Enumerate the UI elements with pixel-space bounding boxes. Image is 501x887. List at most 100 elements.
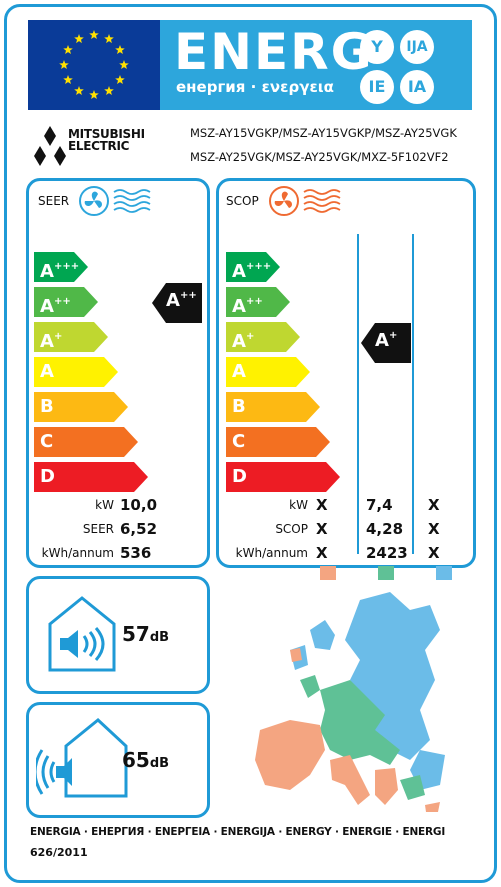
model-numbers-line1: MSZ-AY15VGKP/MSZ-AY15VGKP/MSZ-AY25VGK: [190, 126, 457, 140]
heating-row-value: X: [428, 496, 440, 514]
heating-rating-letter: A: [375, 330, 389, 351]
heating-row-label: SCOP: [275, 522, 308, 536]
lang-circle-ija: IJA: [400, 30, 434, 64]
cooling-class-arrow: A+: [34, 322, 108, 352]
heating-rating-label: A+: [375, 330, 397, 351]
cooling-row-value: 6,52: [120, 520, 158, 538]
heating-class-label: A+++: [232, 255, 271, 284]
energ-word: ENERG: [174, 23, 374, 81]
climate-zone-swatch: [436, 566, 452, 580]
cooling-class-letter: A: [40, 331, 54, 352]
footer-languages: ENERGIA · ЕНЕРГИЯ · ΕΝΕΡΓΕΙΑ · ENERGIJA …: [30, 826, 446, 838]
heating-row-value: X: [316, 496, 328, 514]
cooling-title: SEER: [38, 194, 70, 208]
heating-row-value: 7,4: [366, 496, 393, 514]
heating-class-letter: A: [232, 331, 246, 352]
heating-class-label: A++: [232, 290, 263, 319]
heating-rating-arrow: A+: [361, 323, 411, 363]
outdoor-speaker-icon: [36, 718, 128, 798]
heating-class-arrow: C: [226, 427, 330, 457]
cooling-class-arrow: A++: [34, 287, 98, 317]
outdoor-noise-unit: dB: [149, 756, 170, 771]
lang-circle-y: Y: [360, 30, 394, 64]
indoor-noise-number: 57: [122, 622, 150, 646]
cooling-row-label: kW: [95, 498, 114, 512]
climate-zone-swatch: [320, 566, 336, 580]
heating-class-letter: A: [232, 361, 246, 382]
eu-flag: [28, 20, 160, 110]
heating-row-value: X: [428, 544, 440, 562]
cooling-class-plus: +: [53, 331, 63, 342]
indoor-noise-value: 57dB: [122, 622, 169, 646]
cooling-class-letter: C: [40, 431, 54, 452]
cooling-class-letter: A: [40, 261, 54, 282]
heating-class-letter: B: [232, 396, 246, 417]
heating-class-label: A: [232, 360, 246, 384]
brand-name: MITSUBISHI ELECTRIC: [68, 128, 145, 152]
energy-banner: ENERG енергия · ενεργεια Y IJA IE IA: [160, 20, 472, 110]
heating-class-label: B: [232, 395, 246, 419]
cooling-rating-arrow: A++: [152, 283, 202, 323]
cooling-class-letter: A: [40, 361, 54, 382]
cooling-rating-label: A++: [166, 290, 197, 311]
heating-class-letter: A: [232, 261, 246, 282]
cooling-class-label: A+: [40, 325, 62, 354]
heating-rating-plus: +: [388, 330, 398, 341]
cooling-row-value: 536: [120, 544, 152, 562]
cooling-class-plus: +++: [53, 261, 80, 272]
heating-panel: [216, 178, 476, 568]
heating-class-label: A+: [232, 325, 254, 354]
label-frame: [4, 4, 497, 883]
heating-class-arrow: D: [226, 462, 340, 492]
indoor-noise-unit: dB: [149, 630, 170, 645]
outdoor-noise-panel: [26, 702, 210, 818]
cooling-row-value: 10,0: [120, 496, 158, 514]
heating-title: SCOP: [226, 194, 259, 208]
cooling-class-label: D: [40, 465, 55, 489]
lang-circle-ia: IA: [400, 70, 434, 104]
heating-class-label: D: [232, 465, 247, 489]
cooling-class-label: A+++: [40, 255, 79, 284]
climate-divider-2: [412, 234, 414, 554]
brand-name-line1: MITSUBISHI: [68, 127, 145, 141]
cooling-row-label: kWh/annum: [41, 546, 114, 560]
fan-heat-icon: [269, 186, 341, 216]
heating-class-arrow: A++: [226, 287, 290, 317]
indoor-noise-panel: [26, 576, 210, 694]
climate-zone-swatch: [378, 566, 394, 580]
heating-class-letter: D: [232, 466, 247, 487]
cooling-class-letter: D: [40, 466, 55, 487]
regulation-number: 626/2011: [30, 846, 88, 859]
heating-class-arrow: A: [226, 357, 310, 387]
cooling-class-label: A: [40, 360, 54, 384]
heating-class-arrow: B: [226, 392, 320, 422]
cooling-class-letter: A: [40, 296, 54, 317]
outdoor-noise-value: 65dB: [122, 748, 169, 772]
heating-class-plus: +++: [245, 261, 272, 272]
cooling-rating-letter: A: [166, 290, 180, 311]
cooling-class-arrow: A: [34, 357, 118, 387]
cooling-class-arrow: D: [34, 462, 148, 492]
heating-row-label: kWh/annum: [235, 546, 308, 560]
cooling-class-arrow: A+++: [34, 252, 88, 282]
europe-climate-map: [255, 592, 445, 812]
eu-stars-icon: [59, 30, 129, 99]
cooling-class-letter: B: [40, 396, 54, 417]
cooling-class-arrow: C: [34, 427, 138, 457]
heating-row-value: X: [316, 544, 328, 562]
heating-class-arrow: A+++: [226, 252, 280, 282]
mitsubishi-logo-icon: [34, 126, 66, 166]
heating-row-value: 4,28: [366, 520, 404, 538]
energ-subtitle: енергия · ενεργεια: [176, 78, 334, 96]
cooling-class-label: C: [40, 430, 53, 454]
indoor-speaker-icon: [48, 596, 116, 672]
heating-class-plus: +: [245, 331, 255, 342]
fan-cold-icon: [79, 186, 151, 216]
cooling-class-arrow: B: [34, 392, 128, 422]
cooling-class-label: B: [40, 395, 54, 419]
heating-class-letter: C: [232, 431, 246, 452]
heating-class-letter: A: [232, 296, 246, 317]
cooling-class-label: A++: [40, 290, 71, 319]
climate-divider-1: [357, 234, 359, 554]
